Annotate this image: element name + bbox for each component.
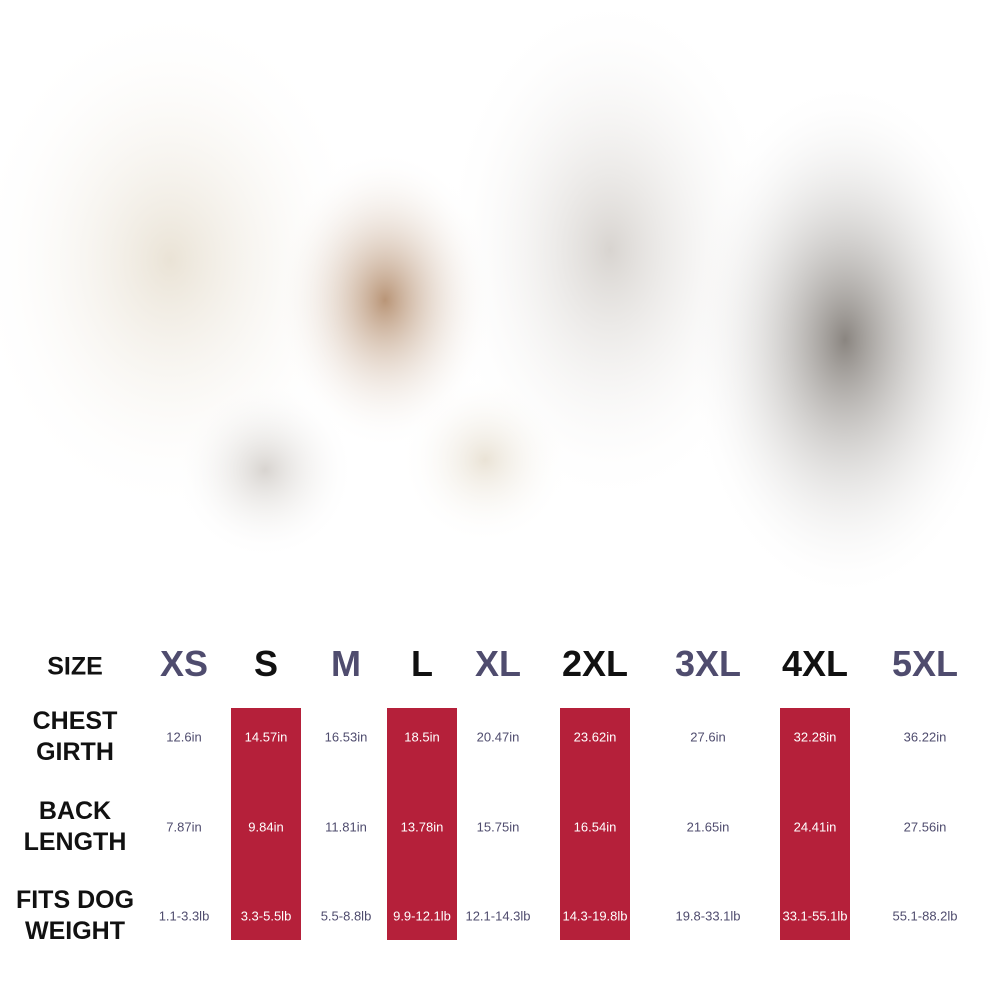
size-name: 3XL — [674, 643, 742, 684]
size-header-label: SIZE — [47, 652, 103, 681]
highlight-column — [231, 708, 301, 940]
dog-photo — [0, 0, 990, 600]
size-name: M — [331, 643, 361, 684]
size-value: 24.41in — [793, 819, 837, 835]
size-value: 14.3-19.8lb — [562, 908, 628, 924]
size-value: 12.6in — [166, 729, 202, 745]
size-value: 20.47in — [476, 729, 520, 745]
size-value: 21.65in — [686, 819, 730, 835]
highlight-column — [387, 708, 457, 940]
row-label-line: CHEST — [32, 707, 118, 735]
row-label-line: FITS DOG — [15, 886, 135, 914]
size-name: 4XL — [781, 643, 849, 684]
row-label: FITS DOG WEIGHT — [16, 885, 134, 947]
row-label-line: BACK — [38, 797, 112, 825]
size-value: 16.54in — [573, 819, 617, 835]
size-value: 12.1-14.3lb — [465, 908, 531, 924]
row-label-line: LENGTH — [23, 828, 127, 856]
size-name: S — [253, 643, 279, 684]
size-value: 13.78in — [400, 819, 444, 835]
size-value: 27.6in — [690, 729, 726, 745]
size-value: 23.62in — [573, 729, 617, 745]
size-value: 18.5in — [404, 729, 440, 745]
size-value: 11.81in — [325, 819, 367, 835]
highlight-column — [780, 708, 850, 940]
size-name: 2XL — [561, 643, 629, 684]
highlight-column — [560, 708, 630, 940]
size-value: 7.87in — [166, 819, 202, 835]
size-value: 36.22in — [903, 729, 947, 745]
size-value: 15.75in — [476, 819, 520, 835]
size-value: 16.53in — [324, 729, 368, 745]
size-value: 32.28in — [793, 729, 837, 745]
size-name: XL — [474, 643, 522, 684]
row-label-line: GIRTH — [36, 738, 114, 766]
size-value: 27.56in — [903, 819, 947, 835]
size-value: 9.84in — [248, 819, 284, 835]
size-value: 55.1-88.2lb — [892, 908, 958, 924]
row-label: BACK LENGTH — [24, 796, 127, 858]
size-value: 14.57in — [244, 729, 288, 745]
size-value: 3.3-5.5lb — [240, 908, 292, 924]
row-label-line: WEIGHT — [25, 917, 125, 945]
size-value: 9.9-12.1lb — [393, 908, 451, 924]
size-name: XS — [159, 643, 209, 684]
size-value: 1.1-3.3lb — [158, 908, 210, 924]
row-label: CHEST GIRTH — [33, 706, 118, 768]
size-value: 19.8-33.1lb — [675, 908, 741, 924]
size-value: 33.1-55.1lb — [782, 908, 848, 924]
size-name: 5XL — [891, 643, 959, 684]
size-name: L — [411, 643, 433, 684]
size-value: 5.5-8.8lb — [320, 908, 372, 924]
